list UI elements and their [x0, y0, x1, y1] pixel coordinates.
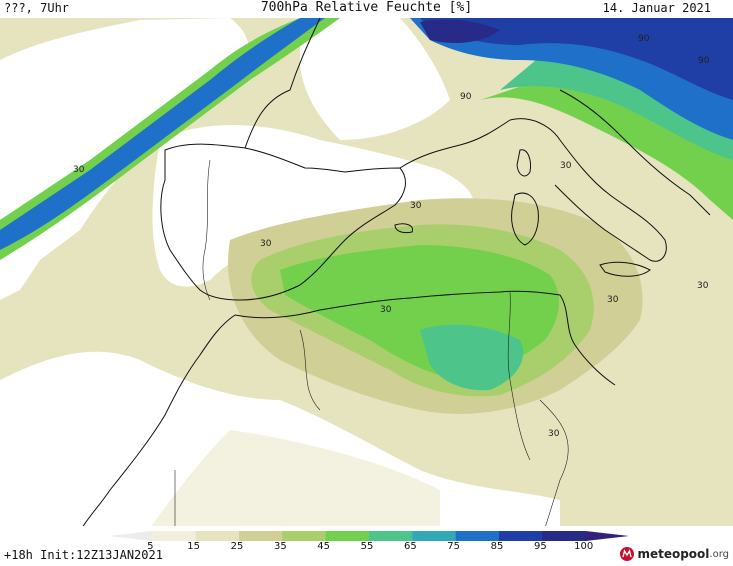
contour-label: 30	[410, 201, 422, 211]
coast-italy-east	[559, 89, 711, 216]
colorbar-tick-label: 35	[273, 541, 287, 552]
contour-label: 30	[607, 295, 619, 305]
colorbar-tick-label: 65	[403, 541, 417, 552]
contour-label: 90	[698, 56, 710, 66]
meteopool-logo: meteopool .org	[619, 544, 729, 564]
humidity-field-teal	[420, 324, 524, 391]
contour-label: 30	[697, 281, 709, 291]
colorbar-segment	[325, 531, 370, 541]
logo-text: meteopool	[637, 547, 710, 561]
map-header: ???, 7Uhr 700hPa Relative Feuchte [%] 14…	[0, 0, 733, 22]
map-title: 700hPa Relative Feuchte [%]	[260, 0, 473, 15]
contour-label: 30	[548, 429, 560, 439]
colorbar-segment	[412, 531, 457, 541]
humidity-field-alps-deep	[420, 18, 733, 100]
contour-label: 90	[460, 92, 472, 102]
contour-label: 30	[260, 239, 272, 249]
borders	[174, 159, 569, 528]
coast-sardinia	[511, 192, 539, 246]
humidity-field-atlantic-blue	[0, 18, 325, 250]
colorbar-tick-label: 45	[317, 541, 331, 552]
colorbar-segment	[195, 531, 240, 541]
dry-region-france	[300, 18, 450, 140]
border-algeria-tunisia	[507, 291, 531, 461]
colorbar-segment	[109, 531, 153, 541]
colorbar-segment	[542, 531, 587, 541]
contour-label: 30	[73, 165, 85, 175]
colorbar-segment	[455, 531, 500, 541]
contour-label: 90	[638, 34, 650, 44]
legend: 5 15 25 35 45 55 65 75 85 95 100 +18h Init:12Z13JA…	[0, 526, 733, 566]
border-libya	[539, 399, 569, 528]
contour-label: 30	[380, 305, 392, 315]
colorbar-segment	[499, 531, 543, 541]
run-label: +18h Init:12Z13JAN2021	[4, 548, 163, 562]
humidity-map: 90 90 90 30 30 30 30 30 30 30 30	[0, 18, 733, 528]
colorbar-tick-label: 15	[187, 541, 201, 552]
coast-italy	[509, 118, 667, 262]
colorbar-segment	[585, 531, 629, 541]
colorbar-segment	[282, 531, 327, 541]
colorbar-tick-label: 100	[574, 541, 594, 552]
colorbar-segment	[239, 531, 283, 541]
humidity-field-alps-darkest	[420, 19, 500, 43]
weekday-time-label: ???, 7Uhr	[4, 1, 70, 15]
colorbar-tick-label: 85	[490, 541, 504, 552]
coast-corsica	[516, 149, 531, 177]
colorbar-tick-label: 55	[360, 541, 374, 552]
colorbar-tick-label: 95	[533, 541, 547, 552]
contour-label: 30	[560, 161, 572, 171]
colorbar-segment	[152, 531, 197, 541]
dry-region-south-sahara	[150, 430, 440, 528]
contour-labels: 90 90 90 30 30 30 30 30 30 30 30	[73, 34, 710, 439]
border-spain-portugal	[202, 159, 211, 301]
logo-tld: .org	[709, 548, 729, 560]
colorbar-tick-label: 5	[147, 541, 154, 552]
coast-morocco	[81, 314, 236, 528]
coast-balearics	[394, 223, 414, 234]
border-algeria-morocco	[299, 329, 321, 411]
date-label: 14. Januar 2021	[602, 1, 711, 15]
colorbar-tick-label: 75	[447, 541, 461, 552]
humidity-field-atlantic-green	[0, 18, 340, 260]
coast-iberia	[160, 143, 406, 301]
colorbar-segment	[369, 531, 413, 541]
logo-icon	[620, 547, 635, 561]
colorbar	[109, 531, 629, 541]
coast-north-africa	[234, 290, 616, 386]
coastlines	[81, 18, 711, 528]
colorbar-tick-label: 25	[230, 541, 244, 552]
coast-france-south	[399, 119, 511, 169]
coast-france	[244, 18, 321, 149]
coast-sicily	[599, 261, 651, 277]
